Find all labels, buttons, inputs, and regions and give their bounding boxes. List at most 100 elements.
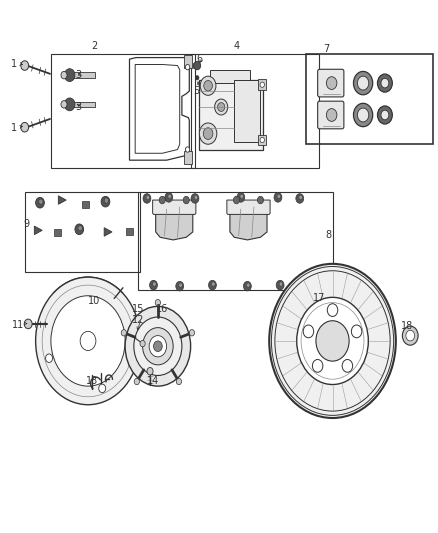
Circle shape	[353, 103, 373, 127]
Bar	[258, 79, 266, 90]
Bar	[71, 72, 95, 78]
Text: 16: 16	[156, 304, 168, 314]
Bar	[191, 54, 319, 168]
Circle shape	[378, 74, 392, 92]
Circle shape	[46, 354, 53, 362]
Circle shape	[342, 359, 353, 372]
Circle shape	[177, 378, 181, 385]
Circle shape	[165, 192, 173, 202]
Circle shape	[297, 297, 368, 384]
Text: 17: 17	[313, 293, 325, 303]
Bar	[210, 70, 250, 83]
Circle shape	[153, 341, 162, 352]
Text: 11: 11	[12, 320, 24, 330]
Circle shape	[302, 281, 310, 291]
Circle shape	[39, 199, 43, 204]
Circle shape	[183, 196, 189, 204]
Polygon shape	[155, 205, 193, 240]
Text: 4: 4	[233, 41, 240, 51]
Bar	[126, 228, 133, 235]
Circle shape	[244, 281, 251, 291]
Circle shape	[134, 378, 139, 385]
Circle shape	[35, 277, 141, 405]
Circle shape	[152, 282, 156, 286]
Circle shape	[179, 283, 182, 287]
Circle shape	[101, 196, 110, 207]
Circle shape	[406, 330, 415, 341]
Circle shape	[199, 123, 217, 144]
Polygon shape	[227, 200, 270, 214]
Circle shape	[195, 76, 199, 80]
Circle shape	[121, 329, 127, 336]
Circle shape	[194, 61, 201, 70]
Circle shape	[276, 280, 284, 290]
Circle shape	[258, 196, 264, 204]
Polygon shape	[135, 64, 180, 154]
Circle shape	[51, 296, 125, 386]
Circle shape	[326, 77, 337, 90]
Circle shape	[212, 282, 215, 286]
Polygon shape	[152, 200, 196, 214]
Circle shape	[327, 304, 338, 317]
Text: 1: 1	[11, 60, 17, 69]
Text: 2: 2	[92, 41, 98, 51]
Circle shape	[218, 103, 225, 111]
Circle shape	[357, 108, 369, 122]
Circle shape	[240, 194, 244, 198]
Circle shape	[191, 193, 199, 203]
Text: 10: 10	[88, 296, 101, 306]
Circle shape	[150, 280, 157, 290]
Circle shape	[185, 147, 190, 152]
Circle shape	[305, 283, 309, 287]
Text: 3: 3	[75, 70, 81, 80]
Circle shape	[312, 359, 323, 372]
Bar	[25, 192, 141, 272]
Circle shape	[134, 317, 182, 375]
Bar	[199, 80, 263, 150]
Circle shape	[64, 98, 75, 111]
Circle shape	[303, 325, 314, 338]
Polygon shape	[58, 196, 66, 204]
Circle shape	[75, 224, 84, 235]
Text: 12: 12	[132, 314, 145, 325]
Circle shape	[147, 368, 153, 375]
Polygon shape	[104, 228, 112, 236]
Circle shape	[21, 61, 28, 70]
Circle shape	[208, 280, 216, 290]
Circle shape	[61, 71, 67, 79]
Circle shape	[381, 110, 389, 120]
Circle shape	[215, 99, 228, 115]
Circle shape	[237, 192, 245, 202]
Circle shape	[99, 384, 106, 393]
Polygon shape	[230, 205, 267, 240]
Circle shape	[357, 76, 369, 90]
Bar	[234, 80, 260, 142]
Bar	[51, 54, 195, 168]
Bar	[258, 135, 266, 146]
Text: 5: 5	[193, 86, 199, 96]
Bar	[54, 229, 61, 236]
Circle shape	[279, 282, 283, 286]
Circle shape	[155, 300, 160, 306]
Bar	[82, 200, 89, 208]
Circle shape	[204, 80, 212, 91]
Circle shape	[403, 326, 418, 345]
Circle shape	[80, 332, 96, 351]
Bar	[193, 63, 198, 68]
Circle shape	[125, 345, 132, 354]
Text: 9: 9	[24, 219, 30, 229]
Circle shape	[194, 195, 198, 199]
Circle shape	[24, 319, 32, 329]
Circle shape	[176, 281, 184, 291]
Circle shape	[125, 306, 191, 386]
Circle shape	[146, 195, 150, 199]
Circle shape	[189, 329, 194, 336]
Circle shape	[143, 328, 173, 365]
Circle shape	[296, 193, 304, 203]
Bar	[71, 102, 95, 107]
Circle shape	[260, 138, 265, 143]
Text: 7: 7	[323, 44, 329, 53]
Bar	[138, 192, 332, 290]
Circle shape	[381, 78, 389, 88]
Bar	[184, 55, 192, 68]
